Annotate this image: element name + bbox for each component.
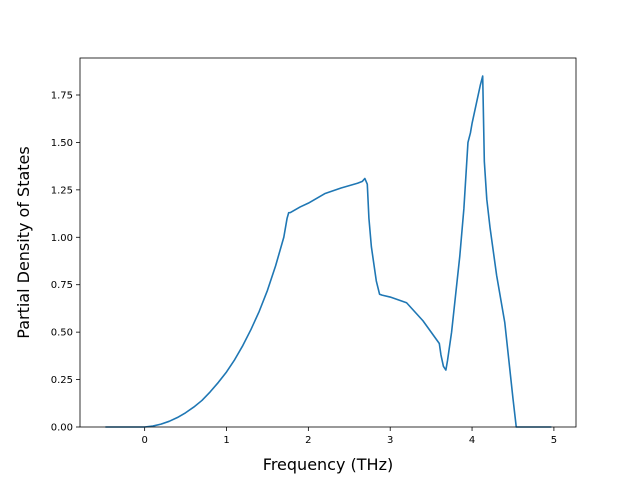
series-layer	[105, 75, 552, 428]
y-tick-label: 0.50	[51, 328, 73, 339]
x-tick-label: 4	[469, 435, 475, 446]
y-tick-label: 1.75	[51, 90, 73, 101]
y-axis-title: Partial Density of States	[14, 146, 33, 338]
x-tick-label: 5	[551, 435, 557, 446]
y-tick-label: 0.00	[51, 423, 73, 434]
x-tick-label: 0	[141, 435, 147, 446]
x-axis-title: Frequency (THz)	[263, 455, 393, 474]
y-tick-label: 0.25	[51, 375, 73, 386]
y-tick-label: 0.75	[51, 280, 73, 291]
x-tick-label: 1	[223, 435, 229, 446]
x-tick-label: 2	[305, 435, 311, 446]
ticks-layer: 0 1 2 3 4 5 0.00 0.25 0.50 0.75 1.00 1.25 1.50 1.75	[51, 90, 557, 446]
pdos-line	[105, 75, 552, 428]
plot-frame	[79, 57, 577, 428]
x-tick-label: 3	[387, 435, 393, 446]
y-tick-label: 1.00	[51, 233, 73, 244]
y-tick-label: 1.50	[51, 138, 73, 149]
y-tick-label: 1.25	[51, 185, 73, 196]
